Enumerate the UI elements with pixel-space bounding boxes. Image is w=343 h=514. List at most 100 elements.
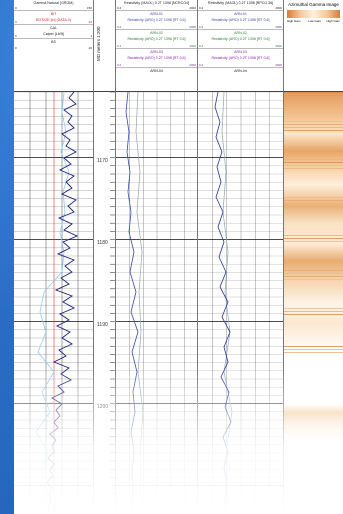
scale-min: 0.2: [117, 6, 122, 10]
header-title: Gamma Natural (GRGM): [33, 1, 74, 5]
header-row: Resistivity (MAOL) 0.2T 1398 [RPCO.36] 0…: [198, 0, 283, 11]
header-title: Resistivity (MAOL) 0.2T 1398 [RPCO.36]: [207, 1, 274, 5]
image-streak: [284, 121, 343, 122]
azimuthal-gamma-image: [284, 92, 343, 514]
header-title: ARN-03: [234, 50, 247, 54]
scale-max: 2000: [275, 25, 282, 29]
image-streak: [284, 159, 343, 160]
depth-label: 1190: [97, 322, 108, 328]
resistivity-curve-shallow: [135, 92, 144, 514]
scale-min: 0: [15, 46, 17, 50]
scale-max: 2000: [189, 63, 196, 67]
image-streak: [284, 124, 343, 125]
image-streak: [284, 273, 343, 274]
header-subtitle: Calper [Lb/ft]: [43, 32, 64, 36]
header-row: Gamma Natural (GRGM) 0 150: [14, 0, 93, 11]
header-row: Resistivity (MAOL) 0.2T 1398 [NCRCO4] 0.…: [116, 0, 197, 11]
header-row: BS 0 20: [14, 39, 93, 50]
scale-min: 0.2: [199, 44, 204, 48]
depth-label: 1170: [97, 158, 108, 164]
gamma-curve-plot: [14, 92, 93, 514]
depth-track-title: MD meters 1:200: [96, 26, 101, 62]
resistivity-curve-shallow: [221, 92, 233, 514]
scale-max: 150: [86, 6, 92, 10]
gamma-track: [14, 92, 94, 514]
header-title: ARN-02: [234, 31, 247, 35]
resistivity-track-header-1: Resistivity (MAOL) 0.2T 1398 [NCRCO4] 0.…: [116, 0, 198, 92]
resistivity-curve-plot-2: [198, 92, 283, 514]
scale-min: 0.2: [199, 6, 204, 10]
image-streak: [284, 270, 343, 271]
depth-track: 1170 1180 1190 1200: [94, 92, 116, 514]
header-row: ARN-03 Resistivity (ARO) 0.2T 1398 [RT 0.…: [198, 49, 283, 68]
header-subtitle: Resistivity (ARO) 0.2T 1398 [RT 0.6]: [211, 18, 270, 22]
header-title: ARN-04: [150, 69, 163, 73]
well-log-sheet: Gamma Natural (GRGM) 0 150 BIT BITSIZE [i…: [14, 0, 343, 514]
header-subtitle: Resistivity (ARO) 0.2T 1398 [RT 0.6]: [211, 56, 270, 60]
image-streak: [284, 235, 343, 236]
scale-min: 0.2: [117, 63, 122, 67]
scale-min: 0.2: [199, 25, 204, 29]
scale-max: 2000: [189, 6, 196, 10]
resistivity-curve-plot-1: [116, 92, 197, 514]
header-title: ARN-01: [234, 12, 247, 16]
image-streak: [284, 352, 343, 353]
header-row: ARN-04: [198, 68, 283, 76]
image-streak: [284, 165, 343, 166]
image-streak: [284, 130, 343, 131]
header-title: CAL: [50, 26, 57, 30]
scale-max: 2000: [275, 44, 282, 48]
header-title: ARN-04: [234, 69, 247, 73]
scale-max: 2000: [275, 6, 282, 10]
resistivity-track-1: [116, 92, 198, 514]
image-streak: [284, 308, 343, 309]
scale-min: 0.2: [117, 25, 122, 29]
header-title: Resistivity (MAOL) 0.2T 1398 [NCRCO4]: [123, 1, 190, 5]
resistivity-curve-deep: [214, 92, 232, 514]
gamma-track-header: Gamma Natural (GRGM) 0 150 BIT BITSIZE [i…: [14, 0, 94, 92]
header-subtitle: Resistivity (ARO) 0.2T 1398 [RT 0.6]: [211, 37, 270, 41]
image-streak: [284, 346, 343, 347]
image-color-scale: [287, 10, 340, 18]
header-row: ARN-03 Resistivity (ARO) 0.2T 1398 [RT 0.…: [116, 49, 197, 68]
scale-label: Low Gam: [308, 19, 322, 23]
image-streak: [284, 238, 343, 239]
resistivity-curve-deep: [125, 92, 139, 514]
image-title: Azimuthal Gamma Image: [288, 2, 339, 7]
header-row: CAL Calper [Lb/ft] 0 1: [14, 25, 93, 39]
image-streak: [284, 279, 343, 280]
header-row: BIT BITSIZE [in] (DATA.0) 0 20: [14, 11, 93, 25]
image-streak: [284, 197, 343, 198]
header-row: ARN-02 Resistivity (ARO) 0.2T 1398 [RT 0.…: [198, 30, 283, 49]
scale-min: 0: [15, 34, 17, 38]
image-streak: [284, 203, 343, 204]
scale-max: 20: [88, 46, 92, 50]
header-title: ARN-01: [150, 12, 163, 16]
image-streak: [284, 311, 343, 312]
header-subtitle: BITSIZE [in] (DATA.0): [36, 18, 71, 22]
image-streak: [284, 349, 343, 350]
scale-label: High Gam: [287, 19, 301, 23]
image-streak: [284, 241, 343, 242]
scale-max: 2000: [189, 44, 196, 48]
header-row: ARN-02 Resistivity (ARO) 0.2T 1398 [RT 0.…: [116, 30, 197, 49]
scale-min: 0: [15, 20, 17, 24]
header-title: ARN-03: [150, 50, 163, 54]
image-streak: [284, 127, 343, 128]
header-title: BS: [51, 40, 56, 44]
header-row: ARN-01 Resistivity (ARO) 0.2T 1398 [RT 0.…: [116, 11, 197, 30]
depth-ticks: [110, 92, 115, 511]
scale-min: 0.2: [117, 44, 122, 48]
image-streak: [284, 200, 343, 201]
depth-label: 1200: [97, 404, 109, 410]
header-subtitle: Resistivity (ARO) 0.2T 1398 [RT 0.6]: [127, 37, 186, 41]
scale-min: 0.2: [199, 63, 204, 67]
header-title: ARN-02: [150, 31, 163, 35]
image-streak: [284, 276, 343, 277]
header-row: ARN-04: [116, 68, 197, 76]
scale-min: 0: [15, 6, 17, 10]
header-title: BIT: [50, 12, 57, 16]
scale-max: 20: [88, 20, 92, 24]
header-row: ARN-01 Resistivity (ARO) 0.2T 1398 [RT 0.…: [198, 11, 283, 30]
header-subtitle: Resistivity (ARO) 0.2T 1398 [RT 0.6]: [127, 18, 186, 22]
